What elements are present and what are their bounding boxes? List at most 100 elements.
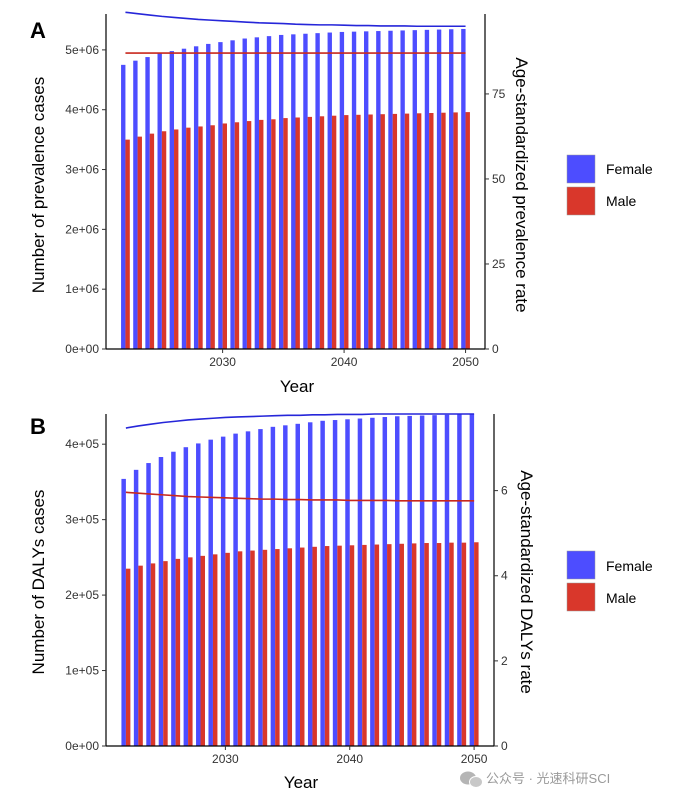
bar-female-2044 bbox=[395, 416, 400, 746]
legend-label-male: Male bbox=[606, 590, 637, 606]
bar-male-2040 bbox=[344, 115, 349, 349]
bar-male-2035 bbox=[287, 548, 293, 746]
bar-male-2036 bbox=[295, 117, 300, 350]
bar-female-2039 bbox=[327, 32, 332, 349]
bar-male-2048 bbox=[441, 112, 446, 350]
y2-tick-label: 50 bbox=[492, 172, 506, 186]
y2-axis-title: Age-standardized prevalence rate bbox=[512, 57, 531, 312]
line-male-rate bbox=[125, 491, 475, 502]
watermark-text: 公众号 · 光速科研SCI bbox=[486, 771, 610, 786]
bar-female-2022 bbox=[121, 478, 126, 746]
bar-male-2026 bbox=[174, 129, 179, 349]
bar-female-2042 bbox=[370, 417, 375, 746]
bar-female-2037 bbox=[303, 33, 308, 350]
bar-female-2047 bbox=[432, 415, 437, 746]
legend-label-female: Female bbox=[606, 558, 653, 574]
legend-label-male: Male bbox=[606, 193, 637, 209]
bar-male-2029 bbox=[210, 125, 215, 350]
bar-male-2032 bbox=[246, 121, 252, 349]
bar-female-2042 bbox=[364, 31, 369, 349]
legend-swatch-female bbox=[566, 154, 596, 184]
y2-tick-label: 0 bbox=[501, 739, 508, 753]
bar-male-2037 bbox=[312, 546, 317, 746]
bar-male-2031 bbox=[237, 551, 243, 746]
bar-male-2039 bbox=[331, 115, 337, 349]
bar-male-2030 bbox=[225, 552, 230, 746]
y2-tick-label: 6 bbox=[501, 484, 508, 498]
bar-male-2044 bbox=[392, 113, 398, 350]
bar-male-2028 bbox=[198, 126, 203, 350]
line-female-rate bbox=[125, 413, 475, 429]
legend: Female Male bbox=[566, 154, 653, 216]
bar-male-2047 bbox=[429, 113, 434, 349]
bar-female-2045 bbox=[407, 415, 412, 746]
bar-male-2024 bbox=[150, 563, 156, 746]
bar-female-2049 bbox=[457, 414, 462, 746]
y-tick-label: 4e+05 bbox=[65, 437, 99, 451]
bar-female-2046 bbox=[412, 30, 417, 350]
bar-male-2047 bbox=[436, 543, 442, 746]
bar-female-2040 bbox=[345, 419, 350, 746]
bar-male-2027 bbox=[188, 557, 193, 746]
bar-female-2037 bbox=[307, 422, 313, 746]
y-tick-label: 4e+06 bbox=[65, 103, 99, 117]
line-group bbox=[125, 11, 466, 54]
bar-female-2029 bbox=[208, 439, 213, 746]
y-tick-label: 3e+05 bbox=[65, 513, 99, 527]
legend-swatch-male bbox=[566, 186, 596, 216]
bar-female-2035 bbox=[283, 425, 288, 746]
legend-label-female: Female bbox=[606, 161, 653, 177]
bar-male-2031 bbox=[234, 122, 240, 349]
bar-male-2049 bbox=[453, 112, 458, 349]
panel-b: B 0e+00 1e+05 2e+05 3e+05 4e+05 0 2 4 6 2030 2040 2… bbox=[29, 413, 653, 792]
bar-female-2026 bbox=[171, 451, 176, 746]
x-axis-title: Year bbox=[280, 377, 315, 396]
bar-female-2032 bbox=[245, 431, 251, 746]
y-tick-label: 1e+05 bbox=[65, 664, 99, 678]
bar-male-2026 bbox=[175, 558, 181, 746]
bar-male-2028 bbox=[200, 555, 205, 746]
bar-female-2024 bbox=[145, 57, 150, 349]
bar-female-2036 bbox=[291, 34, 296, 350]
bar-female-2023 bbox=[133, 60, 138, 349]
y2-tick-label: 75 bbox=[492, 87, 506, 101]
bar-female-2033 bbox=[254, 37, 260, 349]
bar-male-2045 bbox=[411, 543, 417, 746]
bar-female-2025 bbox=[158, 457, 164, 746]
bar-female-2031 bbox=[233, 433, 238, 746]
panel-label: B bbox=[30, 414, 46, 439]
bar-female-2038 bbox=[320, 420, 325, 746]
bar-male-2043 bbox=[387, 544, 392, 746]
bar-male-2041 bbox=[356, 114, 361, 349]
y-tick-label: 0e+00 bbox=[65, 739, 99, 753]
bar-female-2046 bbox=[419, 415, 425, 746]
bar-female-2033 bbox=[258, 429, 263, 746]
bar-female-2028 bbox=[196, 443, 201, 746]
bar-female-2030 bbox=[218, 42, 223, 350]
bar-male-2023 bbox=[137, 136, 142, 349]
bar-female-2031 bbox=[230, 40, 235, 349]
bar-male-2046 bbox=[424, 543, 429, 746]
bar-male-2037 bbox=[307, 116, 313, 349]
bar-male-2033 bbox=[262, 549, 268, 746]
bar-male-2044 bbox=[399, 543, 404, 746]
watermark: 公众号 · 光速科研SCI bbox=[460, 771, 610, 788]
bar-female-2027 bbox=[183, 447, 189, 746]
bar-male-2034 bbox=[271, 119, 276, 349]
bar-male-2043 bbox=[380, 114, 385, 349]
bar-female-2041 bbox=[357, 418, 363, 746]
bar-female-2045 bbox=[400, 30, 405, 349]
bar-male-2046 bbox=[416, 113, 422, 349]
bar-male-2050 bbox=[465, 112, 470, 349]
wechat-icon bbox=[460, 771, 483, 788]
legend-swatch-male bbox=[566, 582, 596, 612]
bar-female-2050 bbox=[469, 414, 475, 746]
bar-male-2049 bbox=[461, 542, 467, 746]
x-tick-label: 2030 bbox=[212, 752, 239, 766]
y2-tick-label: 0 bbox=[492, 342, 499, 356]
bar-male-2041 bbox=[362, 544, 367, 746]
x-axis-title: Year bbox=[284, 773, 319, 792]
bar-female-2028 bbox=[193, 46, 199, 350]
bar-male-2024 bbox=[149, 133, 155, 349]
